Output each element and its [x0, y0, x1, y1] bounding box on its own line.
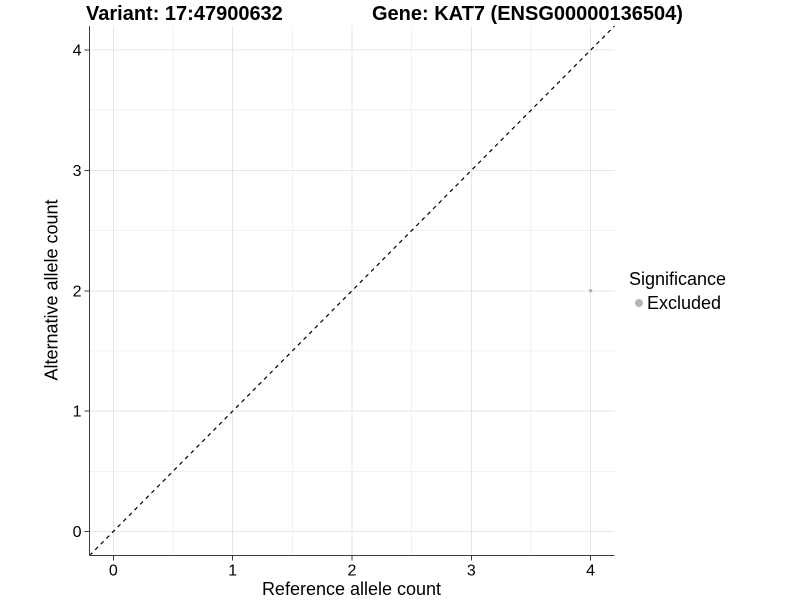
y-tick-label: 4 — [73, 43, 82, 60]
legend-item-label: Excluded — [647, 293, 722, 313]
legend: Significance Excluded — [629, 268, 726, 314]
legend-point-icon — [635, 299, 643, 307]
plot-title-gene: Gene: KAT7 (ENSG00000136504) — [372, 3, 683, 25]
x-tick-label: 1 — [228, 563, 237, 580]
x-tick-label: 4 — [586, 563, 595, 580]
y-tick-label: 2 — [73, 283, 82, 300]
x-axis-title: Reference allele count — [261, 579, 442, 599]
y-tick-label: 0 — [73, 524, 82, 541]
y-axis-title: Alternative allele count — [41, 199, 62, 381]
legend-title: Significance — [629, 269, 727, 289]
plot-title-variant: Variant: 17:47900632 — [86, 3, 283, 25]
legend-item-excluded: Excluded — [629, 292, 726, 314]
x-tick-label: 3 — [467, 563, 476, 580]
data-point — [588, 288, 593, 293]
y-tick-label: 1 — [73, 404, 82, 421]
x-tick-label: 0 — [109, 563, 118, 580]
y-tick-label: 3 — [73, 163, 82, 180]
x-tick-label: 2 — [348, 563, 357, 580]
